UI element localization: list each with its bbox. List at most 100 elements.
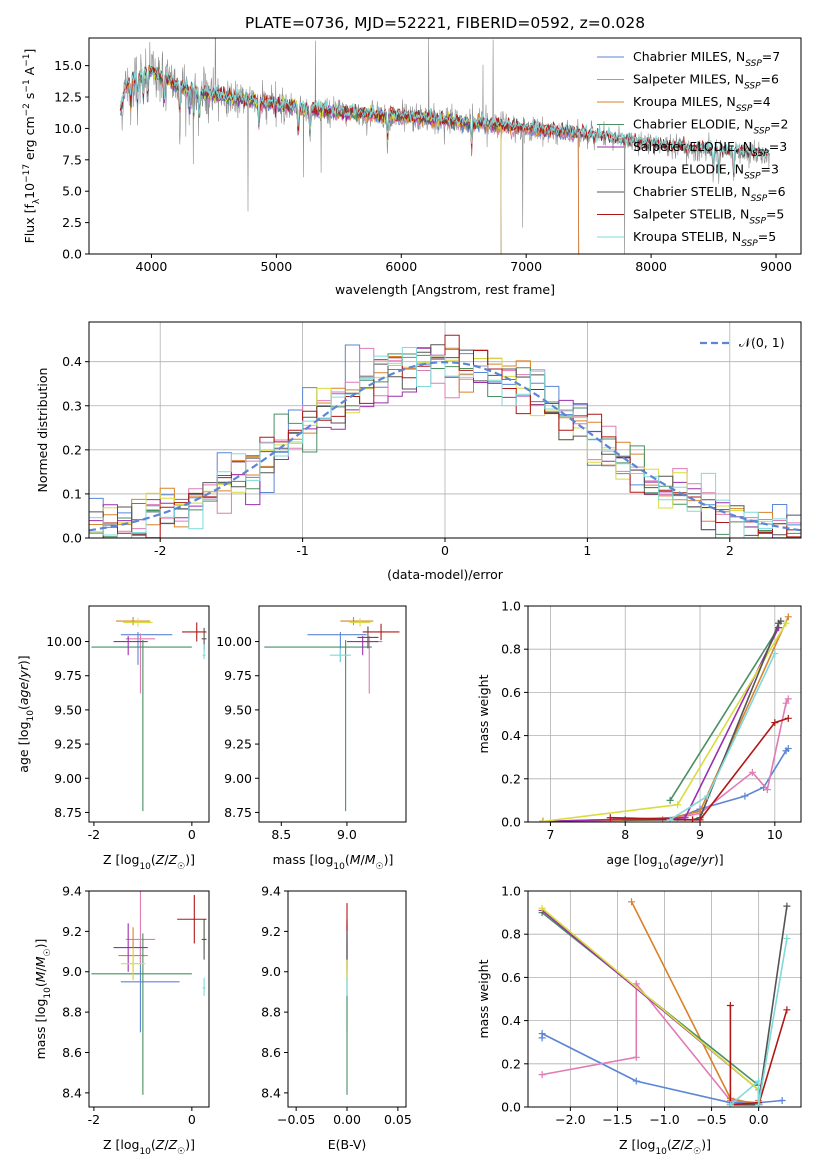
mass_vs_ebv-axes: −0.05 0.00 0.05 8.4 8.6 8.8 9.0 9.2 9.4 [261, 884, 412, 1128]
weight-series-line [541, 981, 760, 1105]
y-tick-label: 0.6 [501, 970, 521, 985]
spectrum-panel: 4000 5000 6000 7000 8000 9000 0.0 2.5 5.0 7.5 10.0… [22, 37, 802, 297]
weight-point-marker [755, 1077, 763, 1085]
legend-entry: Chabrier MILES, NSSP=7 [633, 49, 780, 69]
legend-entry-part: SSP [752, 149, 769, 159]
y-tick-label: 0.1 [62, 486, 82, 501]
mass_vs_Z-axes: -2 08.48.68.89.09.29.4Z [log10(Z/Z☉)]mass… [33, 884, 210, 1157]
weight-point-marker [778, 1097, 786, 1105]
y-tick-label: 0.2 [501, 1056, 521, 1071]
x-axis-label-part: )] [384, 852, 394, 867]
age_vs_mass-plot-area [264, 616, 400, 812]
x-axis-label-part: )] [701, 1137, 711, 1152]
legend-entry: Salpeter MILES, NSSP=6 [633, 72, 779, 92]
x-axis-label-part: 10 [333, 862, 345, 872]
legend-entry: Kroupa MILES, NSSP=4 [633, 94, 771, 114]
x-axis-label: Z [log10(Z/Z☉)] [619, 1137, 711, 1157]
weight-point-marker [782, 699, 790, 707]
weight-point-marker [748, 768, 756, 776]
mass_vs_Z-panel: -2 08.48.68.89.09.29.4Z [log10(Z/Z☉)]mass… [33, 884, 210, 1157]
y-axis-label-part: s [22, 93, 37, 104]
weight-point-marker [784, 714, 792, 722]
x-axis-label-part: ( [669, 852, 674, 867]
weight-point-marker [784, 613, 792, 621]
x-tick-label: 7000 [510, 259, 542, 274]
y-tick-label: 9.2 [62, 924, 82, 939]
y-tick-label: 8.75 [54, 805, 82, 820]
y-tick-label: 5.0 [62, 184, 82, 199]
weight_vs_age-plot-area [528, 606, 801, 822]
y-axis-label-part: λ [32, 198, 42, 204]
x-tick-label: -2 [88, 1112, 100, 1127]
y-axis-label-part: / [16, 677, 31, 682]
x-tick-label: 10 [767, 827, 783, 842]
legend-entry: Chabrier ELODIE, NSSP=2 [633, 117, 788, 137]
y-axis-label-part: ( [33, 982, 48, 987]
x-axis-label-part: ( [667, 1137, 672, 1152]
y-axis-label-part: )] [33, 939, 48, 949]
legend-entry-part: SSP [753, 127, 770, 137]
x-axis-label-part: M [365, 852, 376, 867]
legend-entry-part: Kroupa MILES, N [633, 94, 736, 109]
legend-entry-part: =3 [761, 162, 779, 177]
legend-entry-part: Salpeter MILES, N [633, 72, 744, 87]
legend-entry-part: Kroupa ELODIE, N [633, 162, 744, 177]
weight-point-marker [538, 904, 546, 912]
x-tick-label: −0.5 [696, 1112, 726, 1127]
legend-entry-part: =6 [767, 184, 785, 199]
legend-entry: 𝒩(0, 1) [739, 335, 785, 350]
weight-point-marker [538, 1071, 546, 1079]
weight-point-marker [632, 1053, 640, 1061]
weight-point-marker [726, 1001, 734, 1009]
legend-entry-part: Chabrier STELIB, N [633, 184, 751, 199]
weight-series-line [669, 627, 780, 801]
y-axis-label-part: / [33, 966, 48, 971]
weight-point-marker [771, 719, 779, 727]
x-axis-label: age [log10(age/yr)] [606, 852, 723, 872]
age_vs_Z-frame [88, 605, 210, 823]
legend-entry-part: =5 [758, 229, 776, 244]
x-tick-label: -1 [296, 543, 308, 558]
weight-point-marker [689, 816, 697, 822]
y-tick-label: 0.0 [501, 1100, 521, 1115]
y-axis-label: mass weight [476, 959, 491, 1038]
weight-point-marker [763, 786, 771, 794]
legend-entry-part: Chabrier MILES, N [633, 49, 745, 64]
weight-point-marker [782, 619, 790, 627]
spectrum-plot-area [119, 38, 770, 254]
weight-point-marker [666, 796, 674, 804]
x-tick-label: 0.0 [749, 1112, 769, 1127]
x-tick-label: −1.0 [649, 1112, 679, 1127]
y-tick-label: 0.0 [62, 531, 82, 546]
y-tick-label: 0.6 [501, 685, 521, 700]
y-tick-label: 0.4 [501, 1013, 521, 1028]
y-axis-label-part: ☉ [43, 948, 53, 956]
y-tick-label: 0.0 [501, 815, 521, 830]
x-axis-label: E(B-V) [328, 1137, 367, 1152]
x-axis-label-part: Z [684, 1137, 694, 1152]
y-tick-label: 0.4 [501, 728, 521, 743]
y-tick-label: 9.00 [224, 771, 252, 786]
y-axis-label: Flux [fλ10−17 erg cm−2 s−1 A−1] [22, 49, 42, 244]
x-tick-label: 8 [621, 827, 629, 842]
legend-entry-part: SSP [736, 104, 753, 114]
x-axis-label-part: Z [168, 1137, 178, 1152]
spectrum-axes: 4000 5000 6000 7000 8000 9000 0.0 2.5 5.0 7.5 10.0… [22, 37, 802, 297]
x-axis-label-part: / [697, 852, 702, 867]
y-tick-label: 9.4 [62, 884, 82, 899]
y-axis-label-part: 10 [43, 987, 53, 999]
age_vs_mass-panel: 8.5 9.0 8.75 9.00 9.25 9.50 9.75 10.00 mass [log… [216, 605, 407, 872]
x-axis-label-part: ☉ [177, 862, 185, 872]
legend-entry: Kroupa ELODIE, NSSP=3 [633, 162, 779, 182]
legend-entry: Chabrier STELIB, NSSP=6 [633, 184, 786, 204]
x-axis-label: (data-model)/error [387, 567, 504, 582]
legend-entry: Kroupa STELIB, NSSP=5 [633, 229, 776, 249]
weight-point-marker [783, 935, 791, 943]
weight-point-marker [632, 1077, 640, 1085]
y-axis-label-part: erg cm [22, 116, 37, 164]
x-axis-label-part: ( [151, 1137, 156, 1152]
